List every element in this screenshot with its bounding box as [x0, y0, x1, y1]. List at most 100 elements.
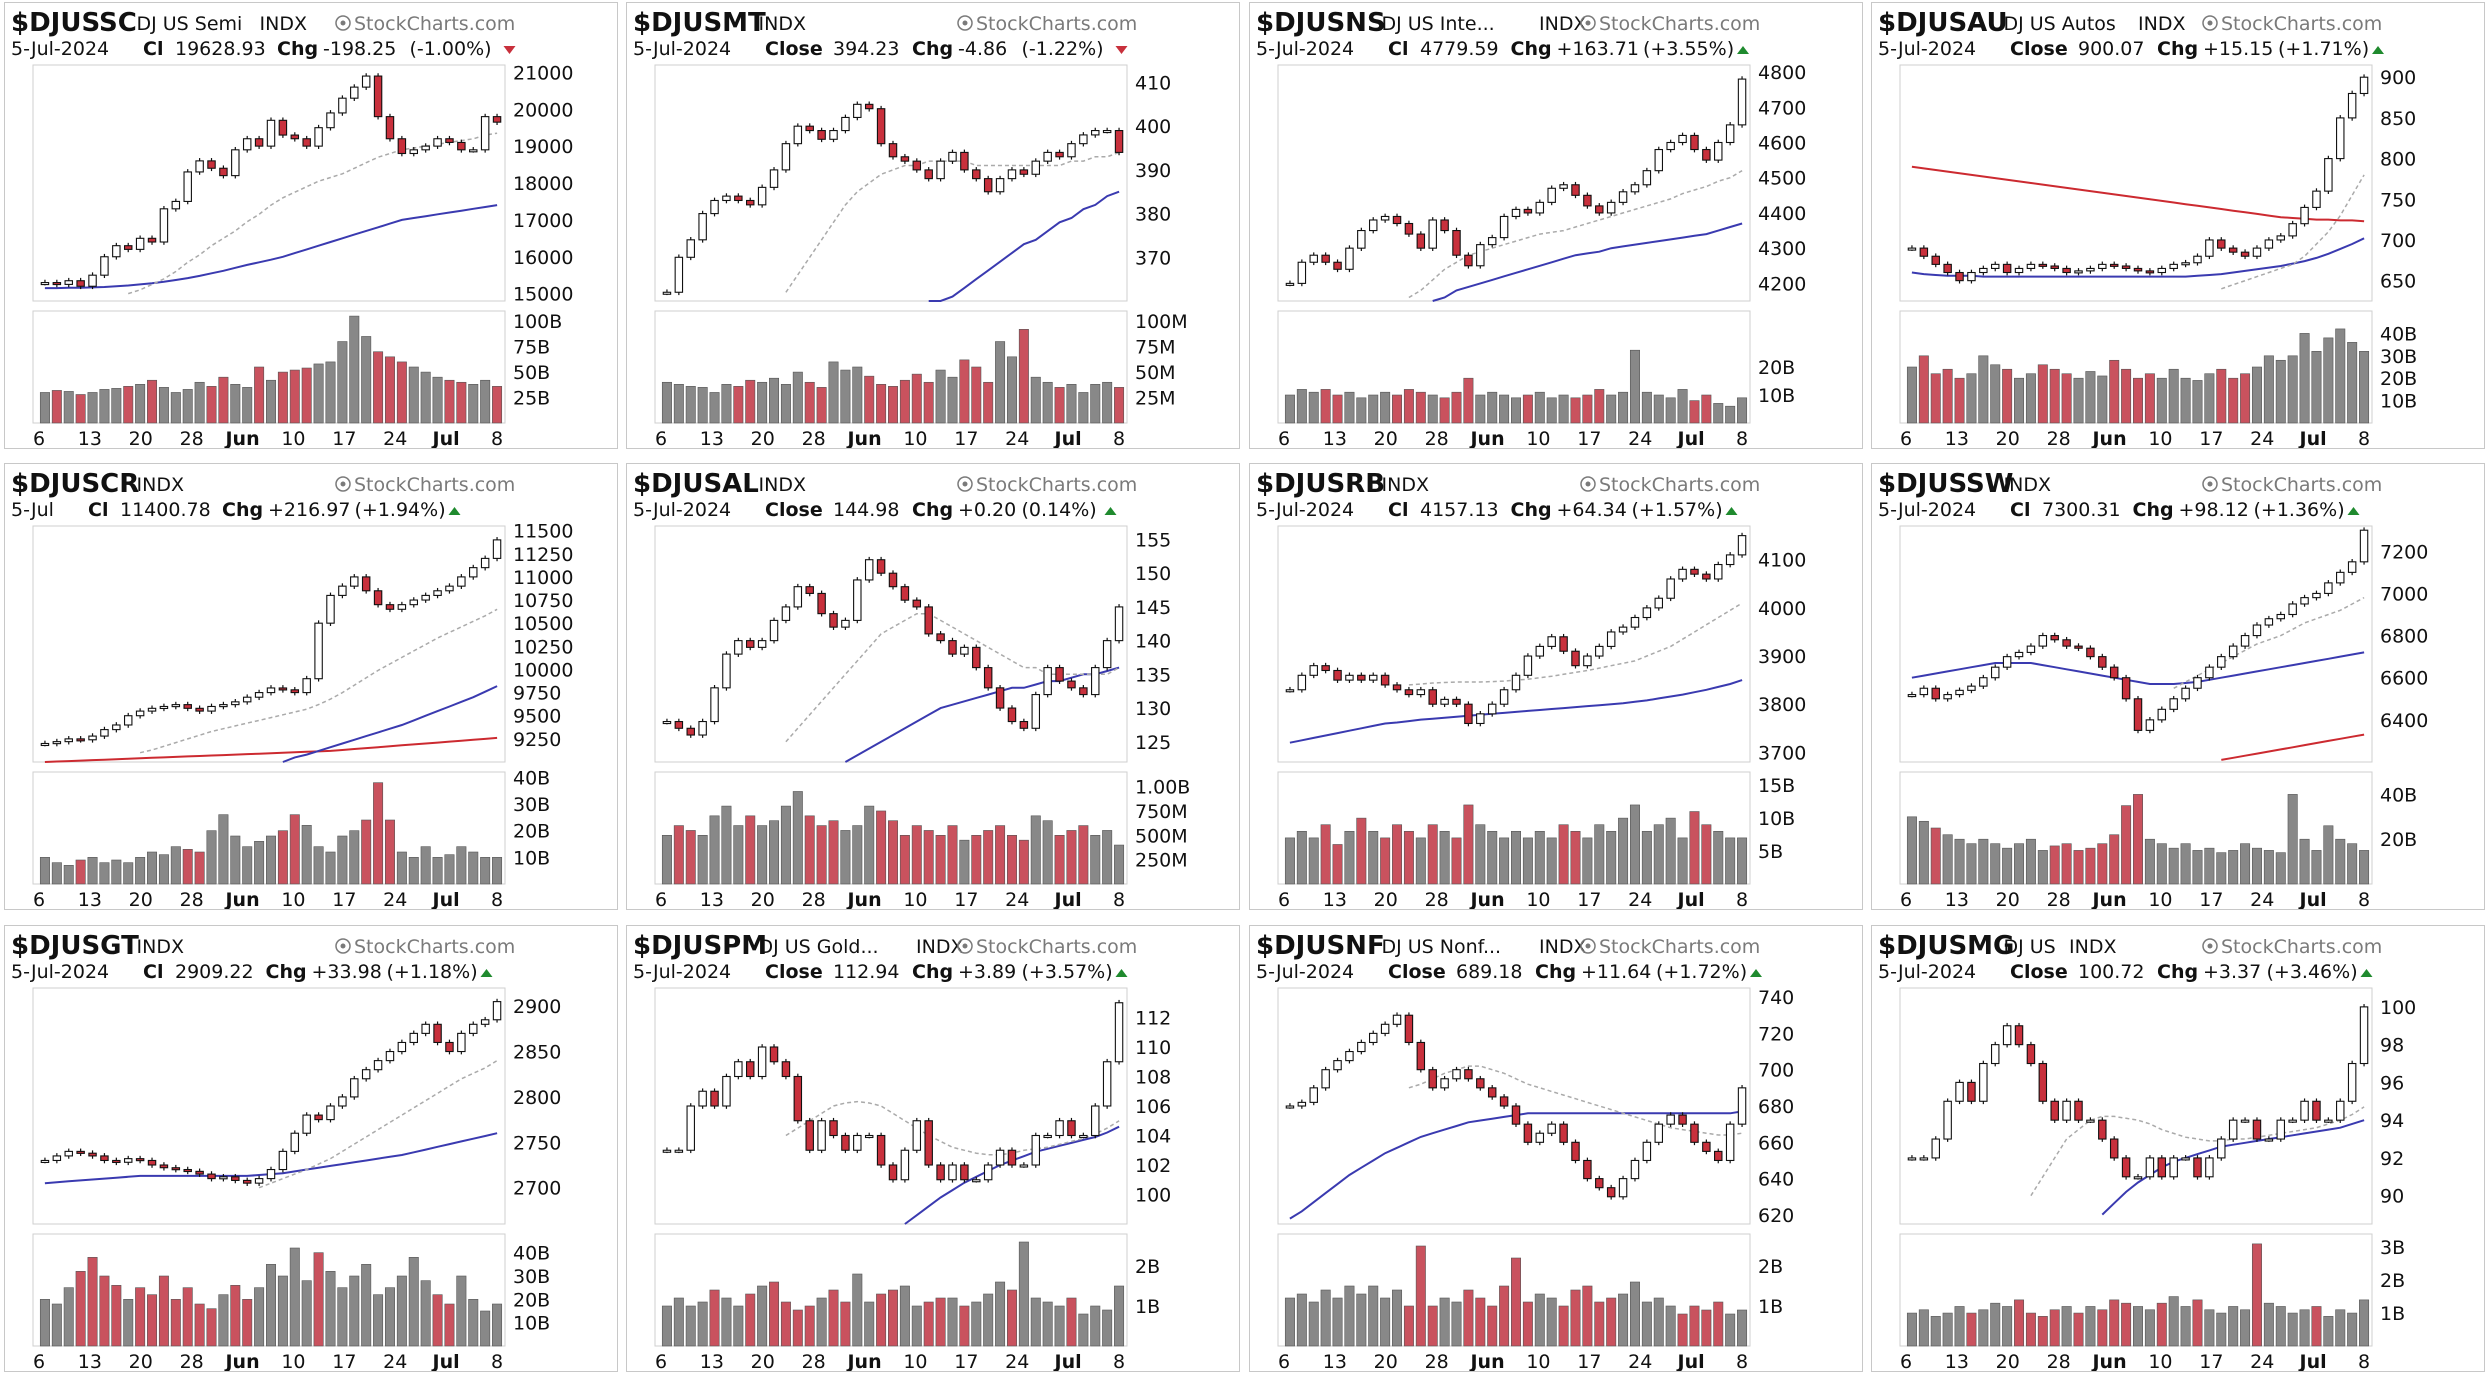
candle: [900, 153, 910, 164]
chart-date: 5-Jul-2024: [633, 961, 731, 983]
volume-bar: [935, 369, 946, 424]
price-panel-frame: [1899, 987, 2373, 1225]
chart-panel-djusnf[interactable]: $DJUSNF DJ US Nonf... INDX StockCharts.com 5…: [1249, 925, 1863, 1372]
volume-bar: [876, 1293, 887, 1347]
volume-bar: [135, 1287, 146, 1347]
x-tick-label: 17: [954, 428, 978, 449]
chart-panel-djusgt[interactable]: $DJUSGT INDX StockCharts.com 5-Jul-2024 Cl 29…: [4, 925, 618, 1372]
candle: [433, 587, 442, 599]
candle: [1499, 1094, 1509, 1109]
chart-panel-djuspm[interactable]: $DJUSPM DJ US Gold... INDX StockCharts.com 5…: [626, 925, 1240, 1372]
candle: [960, 644, 969, 657]
y-tick-label: 92: [2380, 1148, 2404, 1170]
chart-panel-djussw[interactable]: $DJUSSW INDX StockCharts.com 5-Jul-2024 Cl 73…: [1871, 463, 2485, 910]
volume-bar: [1594, 1301, 1605, 1347]
volume-bar: [1102, 381, 1113, 424]
volume-bar: [840, 1301, 851, 1347]
candle: [2145, 268, 2155, 276]
candle: [112, 722, 121, 733]
chart-panel-djuscr[interactable]: $DJUSCR INDX StockCharts.com 5-Jul Cl 11400.7…: [4, 463, 618, 910]
chart-change-value: +3.37: [2203, 961, 2261, 983]
candle: [2193, 253, 2202, 266]
candle: [757, 1044, 767, 1080]
volume-bar: [1320, 1289, 1331, 1347]
chart-change-percent: (-1.22%): [1022, 38, 1104, 60]
chart-exchange: INDX: [2004, 474, 2051, 496]
candle: [1102, 637, 1112, 671]
chart-change-label: Chg: [912, 961, 953, 983]
x-tick-label: Jun: [1468, 1351, 1504, 1372]
candle: [1919, 685, 1929, 698]
chart-panel-djusrb[interactable]: $DJUSRB INDX StockCharts.com 5-Jul-2024 Cl 41…: [1249, 463, 1863, 910]
candle: [2205, 664, 2214, 681]
candle: [805, 123, 814, 134]
candle: [2133, 265, 2143, 274]
volume-bar: [1546, 397, 1557, 424]
y-tick-label: 3800: [1758, 694, 1806, 716]
volume-bar: [313, 363, 324, 424]
candle: [1019, 1162, 1029, 1168]
y-tick-label: 125: [1135, 732, 1171, 754]
candle: [1979, 265, 1988, 276]
volume-bar: [1522, 394, 1533, 424]
y-tick-label: 96: [2380, 1072, 2404, 1094]
candle: [722, 193, 731, 204]
volume-bar: [709, 1289, 720, 1347]
x-tick-label: 8: [1736, 889, 1748, 910]
volume-bar: [2311, 351, 2322, 424]
y-tick-label: 6800: [2380, 626, 2428, 648]
volume-bar: [2002, 368, 2013, 424]
volume-bar: [2121, 1302, 2132, 1347]
volume-bar: [1475, 1297, 1486, 1347]
volume-bar: [1606, 1297, 1617, 1347]
candle: [1737, 532, 1747, 558]
y-tick-label: 640: [1758, 1169, 1794, 1191]
x-tick-label: 8: [2358, 889, 2370, 910]
candle: [100, 726, 109, 739]
volume-bar: [1114, 387, 1125, 424]
volume-bar: [2144, 373, 2155, 424]
chart-panel-djusal[interactable]: $DJUSAL INDX StockCharts.com 5-Jul-2024 Clos…: [626, 463, 1240, 910]
volume-bar: [2002, 847, 2013, 885]
sma-slow-line: [1432, 222, 1743, 302]
volume-bar: [1713, 403, 1724, 424]
y-tick-label: 680: [1758, 1096, 1794, 1118]
y-tick-label: 9250: [513, 729, 561, 751]
volume-bar: [2014, 377, 2025, 424]
x-tick-label: 20: [1374, 889, 1398, 910]
chart-panel-djusmg[interactable]: $DJUSMG DJ US INDX StockCharts.com 5-Jul-202…: [1871, 925, 2485, 1372]
volume-tick-label: 40B: [513, 1243, 550, 1265]
volume-tick-label: 10B: [1758, 385, 1795, 407]
candle: [829, 610, 838, 630]
stockcharts-copyright-icon: [957, 15, 973, 31]
volume-tick-label: 20B: [513, 1289, 550, 1311]
volume-bar: [1042, 820, 1053, 885]
volume-bar: [2061, 373, 2072, 424]
candle: [290, 686, 300, 696]
candle: [1297, 259, 1307, 287]
x-tick-label: Jul: [2298, 889, 2327, 910]
candle: [195, 1168, 204, 1177]
candle: [242, 135, 252, 153]
volume-bar: [158, 854, 169, 885]
candle: [1416, 686, 1426, 698]
chart-close-label: Cl: [143, 38, 163, 60]
candle: [1031, 691, 1041, 732]
candle: [2217, 237, 2226, 251]
chart-panel-djusmt[interactable]: $DJUSMT INDX StockCharts.com 5-Jul-2024 Clos…: [626, 2, 1240, 449]
y-tick-label: 135: [1135, 664, 1171, 686]
chart-panel-djussc[interactable]: $DJUSSC DJ US Semi INDX StockCharts.com 5-Ju…: [4, 2, 618, 449]
candle: [1114, 999, 1124, 1065]
y-tick-label: 4400: [1758, 203, 1806, 225]
candle: [769, 617, 779, 644]
chart-panel-djusns[interactable]: $DJUSNS DJ US Inte... INDX StockCharts.com 5…: [1249, 2, 1863, 449]
volume-bar: [1942, 1312, 1953, 1347]
volume-bar: [769, 1281, 780, 1347]
chart-panel-djusau[interactable]: $DJUSAU DJ US Autos INDX StockCharts.com 5-J…: [1871, 2, 2485, 449]
volume-bar: [1725, 405, 1736, 424]
volume-bar: [1594, 389, 1605, 424]
candle: [76, 736, 85, 743]
volume-bar: [2121, 805, 2132, 885]
